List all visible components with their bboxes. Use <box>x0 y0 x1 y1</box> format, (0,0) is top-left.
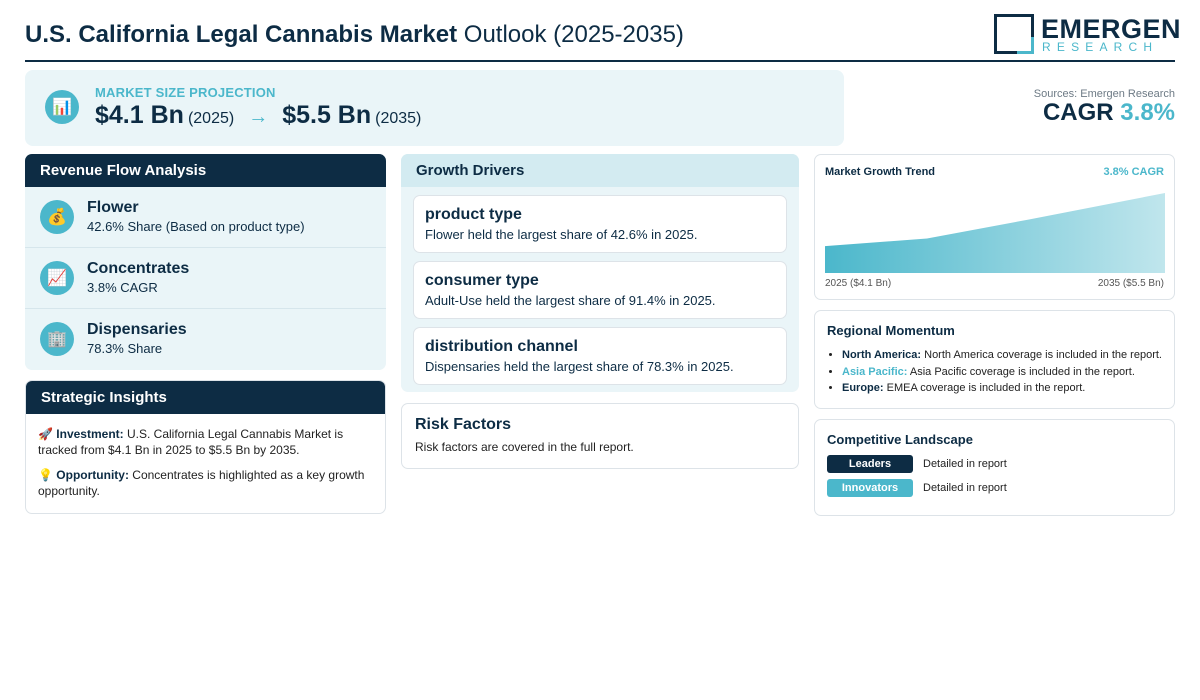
logo-word: EMERGEN <box>1041 14 1182 44</box>
revenue-item-dispensaries: 🏢 Dispensaries 78.3% Share <box>25 309 386 370</box>
revenue-item-concentrates: 📈 Concentrates 3.8% CAGR <box>25 248 386 309</box>
driver-text: Flower held the largest share of 42.6% i… <box>425 227 698 242</box>
region-asia-pacific: Asia Pacific: Asia Pacific coverage is i… <box>842 364 1162 381</box>
risk-factors-title: Risk Factors <box>415 416 512 433</box>
strategic-insights-card: Strategic Insights 🚀 Investment: U.S. Ca… <box>25 380 386 514</box>
driver-product-type: product type Flower held the largest sha… <box>413 195 787 253</box>
region-text: Asia Pacific coverage is included in the… <box>909 365 1135 378</box>
end-year: (2035) <box>375 110 422 127</box>
market-size-projection: 📊 MARKET SIZE PROJECTION $4.1 Bn (2025) → $… <box>25 70 844 146</box>
building-icon: 🏢 <box>40 322 74 356</box>
market-growth-trend-card: Market Growth Trend 3.8% CAGR 2025 ($4.1… <box>814 154 1175 300</box>
region-europe: Europe: EMEA coverage is included in the… <box>842 380 1162 397</box>
revenue-item-desc: 78.3% Share <box>87 341 163 356</box>
driver-heading: product type <box>425 206 522 223</box>
driver-heading: consumer type <box>425 272 539 289</box>
innovators-text: Detailed in report <box>923 482 1007 494</box>
competitive-title: Competitive Landscape <box>827 432 973 447</box>
region-name: North America: <box>842 349 922 361</box>
trend-cagr: 3.8% CAGR <box>1103 166 1164 178</box>
innovators-badge: Innovators <box>827 479 913 497</box>
trend-area-series <box>825 193 1165 273</box>
driver-text: Adult-Use held the largest share of 91.4… <box>425 293 716 308</box>
revenue-item-name: Concentrates <box>87 260 190 277</box>
leaders-text: Detailed in report <box>923 458 1007 470</box>
revenue-item-desc: 42.6% Share (Based on product type) <box>87 219 305 234</box>
driver-consumer-type: consumer type Adult-Use held the largest… <box>413 261 787 319</box>
start-year: (2025) <box>187 110 235 127</box>
cagr-summary: CAGR 3.8% <box>1043 99 1175 127</box>
trend-title: Market Growth Trend <box>825 166 936 178</box>
growth-area-chart <box>825 193 1165 273</box>
title-divider <box>25 60 1175 62</box>
region-north-america: North America: North America coverage is… <box>842 347 1162 364</box>
revenue-item-name: Flower <box>87 199 139 216</box>
title-light: Outlook (2025-2035) <box>463 21 684 48</box>
trend-start-label: 2025 ($4.1 Bn) <box>825 278 892 289</box>
strategic-insights-title: Strategic Insights <box>26 381 385 414</box>
arrow-right-icon: → <box>248 106 269 128</box>
logo-mark-icon <box>994 14 1034 54</box>
trend-end-label: 2035 ($5.5 Bn) <box>1097 278 1164 289</box>
leaders-badge: Leaders <box>827 455 913 473</box>
risk-factors-card: Risk Factors Risk factors are covered in… <box>401 403 799 469</box>
revenue-item-name: Dispensaries <box>87 321 187 338</box>
insight-label: Investment: <box>56 427 124 441</box>
revenue-flow-card: Revenue Flow Analysis 💰 Flower 42.6% Sha… <box>25 154 386 370</box>
region-text: North America coverage is included in th… <box>924 349 1162 361</box>
regional-list: North America: North America coverage is… <box>842 347 1162 397</box>
cagr-value: 3.8% <box>1120 99 1175 126</box>
rocket-icon: 🚀 <box>38 427 53 441</box>
region-text: EMEA coverage is included in the report. <box>886 382 1086 394</box>
driver-text: Dispensaries held the largest share of 7… <box>425 359 734 374</box>
title-bold: U.S. California Legal Cannabis Market <box>25 21 458 48</box>
page-title: U.S. California Legal Cannabis Market Ou… <box>25 20 684 50</box>
projection-label: MARKET SIZE PROJECTION <box>95 85 276 100</box>
insight-opportunity: 💡 Opportunity: Concentrates is highlight… <box>38 467 373 499</box>
lightbulb-icon: 💡 <box>38 468 53 482</box>
insight-label: Opportunity: <box>56 468 129 482</box>
insight-text: U.S. California Legal Cannabis Market is… <box>38 427 344 457</box>
projection-values: $4.1 Bn (2025) → $5.5 Bn (2035) <box>95 101 421 130</box>
revenue-item-desc: 3.8% CAGR <box>87 280 158 295</box>
cagr-label: CAGR <box>1042 99 1114 126</box>
region-name: Asia Pacific: <box>842 365 908 378</box>
growth-drivers-card: Growth Drivers product type Flower held … <box>401 154 799 392</box>
bar-chart-icon: 📊 <box>45 90 79 124</box>
regional-momentum-card: Regional Momentum North America: North A… <box>814 310 1175 409</box>
revenue-flow-title: Revenue Flow Analysis <box>25 154 386 187</box>
revenue-item-flower: 💰 Flower 42.6% Share (Based on product t… <box>25 187 386 248</box>
emergen-logo: EMERGEN RESEARCH <box>994 14 1181 56</box>
regional-title: Regional Momentum <box>827 323 955 338</box>
end-value: $5.5 Bn <box>282 101 372 129</box>
insight-investment: 🚀 Investment: U.S. California Legal Cann… <box>38 426 373 458</box>
driver-distribution-channel: distribution channel Dispensaries held t… <box>413 327 787 385</box>
growth-drivers-title: Growth Drivers <box>401 154 799 187</box>
money-bag-icon: 💰 <box>40 200 74 234</box>
competitive-landscape-card: Competitive Landscape Leaders Detailed i… <box>814 419 1175 516</box>
logo-sub: RESEARCH <box>1042 40 1159 54</box>
risk-factors-text: Risk factors are covered in the full rep… <box>415 440 634 454</box>
driver-heading: distribution channel <box>425 338 578 355</box>
start-value: $4.1 Bn <box>95 101 184 129</box>
insight-text: Concentrates is highlighted as a key gro… <box>38 468 365 498</box>
trend-up-icon: 📈 <box>40 261 74 295</box>
sources-text: Sources: Emergen Research <box>1033 88 1175 100</box>
region-name: Europe: <box>842 382 884 394</box>
